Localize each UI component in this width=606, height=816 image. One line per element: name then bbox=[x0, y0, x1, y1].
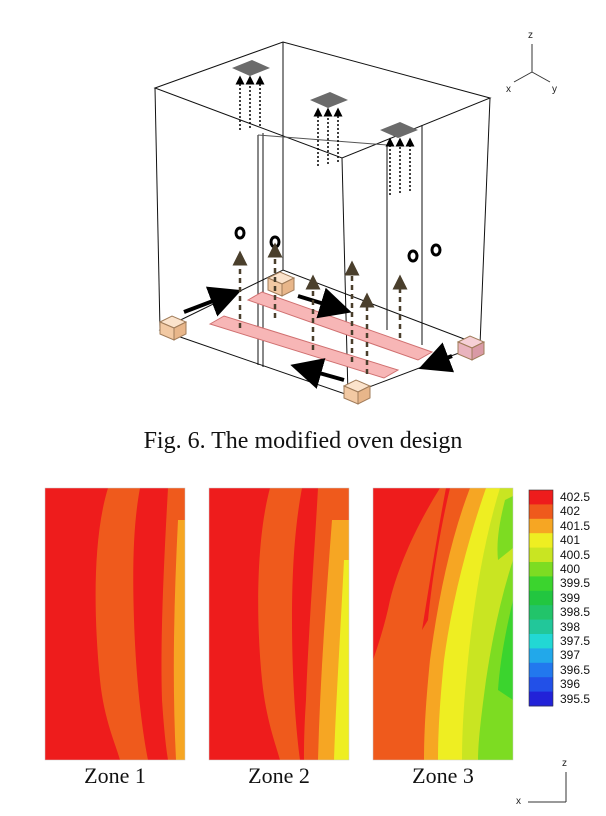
inlet-cubes bbox=[158, 271, 486, 405]
colorbar-swatch bbox=[529, 590, 553, 606]
exhaust-vent bbox=[380, 122, 418, 138]
zone-2-frame bbox=[208, 487, 350, 761]
colorbar-swatch bbox=[529, 518, 553, 534]
figure-caption: Fig. 6. The modified oven design bbox=[143, 428, 463, 454]
colorbar-swatch bbox=[529, 576, 553, 592]
heater-strips bbox=[208, 291, 434, 379]
colorbar-swatch bbox=[529, 562, 553, 577]
zone-2-label: Zone 2 bbox=[248, 763, 310, 788]
colorbar-frame bbox=[528, 489, 554, 707]
colorbar-swatch bbox=[529, 533, 553, 548]
heat-flow-arrows bbox=[232, 242, 408, 374]
colorbar bbox=[528, 489, 554, 707]
oven-diagram bbox=[153, 41, 492, 396]
exhaust-vents bbox=[232, 60, 418, 138]
inlet-cube bbox=[158, 315, 188, 341]
zone-3-label: Zone 3 bbox=[412, 763, 474, 788]
zone-1-frame bbox=[44, 487, 186, 761]
axis-label-y-top: y bbox=[552, 84, 557, 95]
heater-strip bbox=[208, 315, 400, 379]
colorbar-tick-label: 395.5 bbox=[560, 691, 591, 706]
colorbar-swatch bbox=[529, 490, 553, 505]
sensor-ring-icon bbox=[407, 249, 419, 263]
colorbar-swatch bbox=[529, 605, 553, 620]
colorbar-tick-label: 402.5 bbox=[560, 490, 591, 504]
colorbar-tick-label: 400.5 bbox=[560, 547, 591, 562]
axis-label-z-bottom: z bbox=[562, 758, 567, 769]
axis-label-x-bottom: x bbox=[516, 796, 521, 807]
colorbar-swatch bbox=[529, 634, 553, 649]
colorbar-tick-label: 396.5 bbox=[560, 662, 591, 677]
colorbar-tick-label: 402 bbox=[560, 504, 581, 519]
colorbar-tick-label: 397.5 bbox=[560, 634, 591, 648]
colorbar-tick-label: 399.5 bbox=[560, 576, 591, 591]
inlet-cube bbox=[342, 379, 372, 405]
colorbar-tick-label: 401 bbox=[560, 533, 581, 548]
colorbar-tick-label: 400 bbox=[560, 562, 581, 576]
colorbar-swatch bbox=[529, 677, 553, 692]
colorbar-swatch bbox=[529, 691, 553, 707]
sensor-ring-icon bbox=[430, 243, 442, 257]
colorbar-tick-label: 397 bbox=[560, 648, 581, 663]
zone-1-contour bbox=[45, 488, 185, 760]
heater-strip bbox=[246, 291, 434, 361]
axis-label-z-top: z bbox=[528, 30, 533, 41]
colorbar-swatch bbox=[529, 504, 553, 520]
colorbar-swatch bbox=[529, 619, 553, 635]
inlet-cube bbox=[266, 271, 296, 297]
sensors bbox=[234, 226, 442, 263]
exhaust-vent bbox=[232, 60, 270, 76]
axis-label-x-top: x bbox=[506, 84, 511, 95]
colorbar-tick-label: 396 bbox=[560, 677, 581, 692]
colorbar-tick-label: 401.5 bbox=[560, 518, 591, 533]
inlet-cube bbox=[456, 335, 486, 361]
sensor-ring-icon bbox=[234, 226, 246, 240]
colorbar-tick-label: 398.5 bbox=[560, 605, 591, 620]
colorbar-tick-label: 399 bbox=[560, 590, 581, 605]
oven-bottom-face bbox=[158, 269, 482, 396]
colorbar-swatch bbox=[529, 648, 553, 664]
axis-triad-bottom bbox=[528, 772, 567, 803]
colorbar-tick-label: 398 bbox=[560, 619, 581, 634]
exhaust-vent bbox=[310, 92, 348, 108]
colorbar-swatch bbox=[529, 662, 553, 678]
exhaust-flow-arrows bbox=[235, 75, 415, 195]
airflow-arrows bbox=[183, 286, 455, 389]
zone-3-contour bbox=[373, 488, 513, 760]
colorbar-swatch bbox=[529, 547, 553, 563]
axis-triad-top bbox=[513, 44, 551, 83]
zone-2-contour bbox=[209, 488, 349, 760]
zone-3-frame bbox=[372, 487, 514, 761]
zone-1-label: Zone 1 bbox=[84, 763, 146, 788]
sensor-ring-icon bbox=[269, 235, 281, 249]
